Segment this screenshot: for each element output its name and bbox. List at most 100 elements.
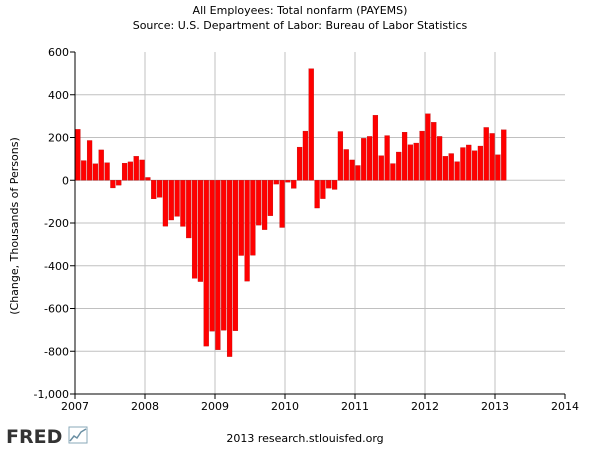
bar <box>291 180 297 189</box>
x-tick-label: 2014 <box>551 400 579 413</box>
bar <box>477 145 484 181</box>
y-tick-label: -1,000 <box>34 388 69 401</box>
x-tick-label: 2011 <box>341 400 369 413</box>
bars <box>75 68 507 357</box>
bar <box>121 162 128 181</box>
y-tick-label: 600 <box>48 46 69 59</box>
bar <box>145 177 151 181</box>
bar <box>320 180 326 199</box>
y-tick-label: 200 <box>48 132 69 145</box>
bar <box>116 180 122 186</box>
bar <box>349 159 355 181</box>
bar <box>296 146 303 181</box>
bar <box>226 180 233 357</box>
bar <box>180 180 186 227</box>
bar <box>419 130 425 181</box>
bar <box>337 131 344 181</box>
bar <box>127 161 134 181</box>
x-tick-label: 2008 <box>131 400 159 413</box>
gridlines <box>75 52 565 394</box>
bar <box>285 180 291 183</box>
bar <box>384 135 390 181</box>
y-tick-label: -200 <box>44 217 69 230</box>
bar <box>495 154 501 181</box>
y-tick-label: -800 <box>44 345 69 358</box>
bar <box>448 153 454 181</box>
bar <box>396 151 402 181</box>
bar <box>413 142 419 181</box>
bar <box>98 149 104 181</box>
x-tick-label: 2007 <box>61 400 89 413</box>
bar <box>326 180 332 189</box>
bar <box>372 115 379 181</box>
x-tick-label: 2010 <box>271 400 299 413</box>
y-axis-label: (Change, Thousands of Persons) <box>8 137 21 315</box>
bar <box>343 149 349 181</box>
bar <box>407 144 414 181</box>
bar <box>331 180 338 190</box>
y-tick-label: 0 <box>62 174 69 187</box>
bar <box>454 161 460 181</box>
bar <box>483 127 489 181</box>
bar <box>471 150 478 181</box>
bar <box>256 180 262 226</box>
chart-title: All Employees: Total nonfarm (PAYEMS) <box>193 4 408 17</box>
bar <box>425 113 431 181</box>
bar <box>261 180 268 230</box>
x-tick-label: 2012 <box>411 400 439 413</box>
bar <box>401 132 408 181</box>
y-tick-label: 400 <box>48 89 69 102</box>
bar <box>191 180 198 279</box>
x-tick-label: 2013 <box>481 400 509 413</box>
bar <box>314 180 320 209</box>
bar <box>81 160 87 181</box>
bar <box>361 138 367 181</box>
bar <box>238 180 244 256</box>
bar <box>442 156 449 181</box>
bar <box>273 180 279 185</box>
fred-logo: FRED <box>6 426 88 448</box>
bar <box>355 165 361 181</box>
bar <box>501 129 507 181</box>
bar <box>215 180 221 350</box>
chart-subtitle: Source: U.S. Department of Labor: Bureau… <box>133 19 468 32</box>
footer-source: 2013 research.stlouisfed.org <box>226 432 383 445</box>
bar <box>151 180 157 199</box>
bar <box>92 163 99 181</box>
y-tick-label: -400 <box>44 260 69 273</box>
bar <box>133 156 139 181</box>
bar <box>460 147 466 181</box>
bar <box>431 122 437 181</box>
bar <box>436 136 443 181</box>
bar <box>110 180 116 189</box>
fred-chart-icon <box>68 426 88 444</box>
bar <box>186 180 192 239</box>
fred-logo-text: FRED <box>6 426 62 448</box>
bar <box>244 180 250 282</box>
bar <box>168 180 174 221</box>
bar <box>139 159 145 181</box>
bar <box>156 180 163 198</box>
y-axis-ticks: 600 400 200 0 -200 -400 -600 -800 -1,000 <box>34 46 75 401</box>
bar <box>197 180 204 282</box>
bar <box>366 136 373 181</box>
bar <box>489 133 495 181</box>
bar <box>279 180 285 228</box>
bar <box>174 180 180 217</box>
bar <box>267 180 274 216</box>
bar <box>466 144 472 181</box>
bar <box>203 180 209 347</box>
bar <box>75 129 81 181</box>
bar <box>390 163 396 181</box>
bar <box>308 68 314 181</box>
bar <box>209 180 215 332</box>
x-axis-ticks: 2007 2008 2009 2010 2011 2012 2013 2014 <box>61 394 579 413</box>
bar <box>162 180 169 227</box>
bar <box>104 162 110 181</box>
bar <box>378 155 384 181</box>
bar <box>302 130 309 181</box>
y-tick-label: -600 <box>44 303 69 316</box>
x-tick-label: 2009 <box>201 400 229 413</box>
bar <box>250 180 256 256</box>
bar <box>221 180 227 331</box>
